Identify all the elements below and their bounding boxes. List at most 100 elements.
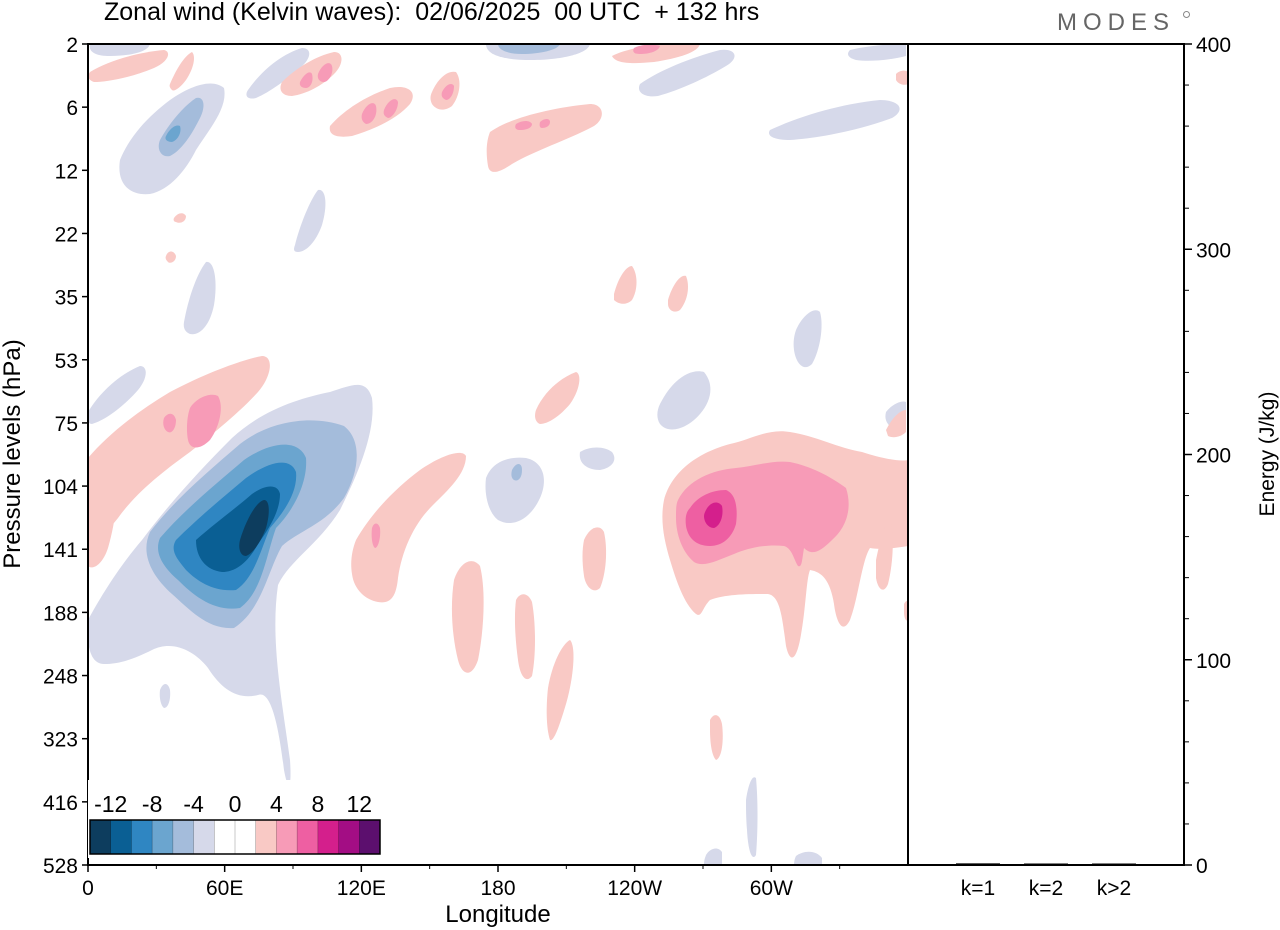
positive-anomalies xyxy=(88,44,908,760)
energy-bar xyxy=(956,863,1000,865)
colorbar-label: -4 xyxy=(183,791,204,817)
y-tick-label: 323 xyxy=(43,729,78,752)
energy-tick-label: 300 xyxy=(1196,239,1231,262)
contour-field xyxy=(88,44,908,865)
contour-pos-6-upper-b xyxy=(361,103,377,124)
contour-neg-r xyxy=(794,851,822,865)
energy-tick-label: 400 xyxy=(1196,34,1231,57)
energy-axis-label: Energy (J/kg) xyxy=(1256,392,1279,517)
contour-pos-4-upper-a xyxy=(486,104,602,172)
colorbar-swatch xyxy=(110,820,132,854)
y-tick-label: 141 xyxy=(43,539,78,562)
colorbar-swatch xyxy=(131,820,153,854)
x-tick-label: 60W xyxy=(750,877,793,900)
colorbar-label: -12 xyxy=(94,791,127,817)
y-axis-label: Pressure levels (hPa) xyxy=(0,339,26,568)
contour-pos-4-upper-e xyxy=(88,50,169,82)
contour-pos-4-upper-f xyxy=(169,52,194,91)
contour-pos-4-upper-k xyxy=(165,251,176,263)
contour-neg-j xyxy=(485,457,544,524)
contour-neg-d xyxy=(183,261,216,335)
energy-bars: k=1 k=2 k>2 xyxy=(956,863,1136,900)
contour-pos-6-120e xyxy=(371,523,381,548)
y-tick-label: 248 xyxy=(43,666,78,689)
contour-neg-upper-dot xyxy=(165,125,181,142)
contour-pos-6-upper-b2 xyxy=(383,99,398,118)
colorbar-label: 8 xyxy=(311,791,324,817)
energy-category-label: k=2 xyxy=(1029,877,1063,900)
colorbar-frame xyxy=(89,819,381,855)
contour-pos-4-d xyxy=(514,594,535,680)
y-tick-label: 6 xyxy=(66,97,78,120)
contour-pos-6-dot xyxy=(163,413,176,433)
contour-pos-4-i xyxy=(876,520,893,590)
colorbar-swatch xyxy=(90,820,112,854)
x-tick-label: 60E xyxy=(206,877,243,900)
energy-bar xyxy=(1024,863,1068,865)
y-tick-label: 188 xyxy=(43,602,78,625)
contour-pos-4-upper-j xyxy=(886,410,906,438)
energy-category-label: k>2 xyxy=(1097,877,1131,900)
y-tick-label: 53 xyxy=(55,350,78,373)
contour-neg-b xyxy=(246,48,310,99)
contour-pos-6-upper-c2 xyxy=(317,63,333,82)
longitude-axis: 0 60E 120E 180 120W 60W xyxy=(82,865,841,900)
contour-pos-4-upper-i xyxy=(668,275,688,312)
contour-pos-6-upper-g xyxy=(633,44,660,54)
contour-neg-j-core xyxy=(511,464,522,481)
contour-neg-14 xyxy=(239,500,269,556)
colorbar-swatch xyxy=(214,820,236,854)
contour-neg-k xyxy=(579,447,615,470)
contour-pos-4-west xyxy=(88,356,270,538)
contour-neg-g xyxy=(638,49,735,97)
colorbar-swatch xyxy=(338,820,360,854)
x-tick-label: 120E xyxy=(337,877,386,900)
contour-neg-o xyxy=(746,777,758,858)
contour-pos-4-g xyxy=(535,372,580,424)
contour-pos-6-west xyxy=(186,394,221,448)
contour-neg-m xyxy=(793,310,822,368)
contour-pos-6-upper-a xyxy=(515,121,532,130)
contour-pos-4-h xyxy=(710,715,723,760)
x-tick-label: 120W xyxy=(607,877,662,900)
energy-frame xyxy=(907,43,1185,866)
x-axis-label: Longitude xyxy=(445,901,550,928)
colorbar-swatch xyxy=(172,820,195,854)
colorbar-swatch xyxy=(276,820,298,854)
x-tick-label: 180 xyxy=(480,877,515,900)
colorbar-label: -8 xyxy=(142,791,162,817)
colorbar-swatch xyxy=(152,820,174,854)
contour-pos-10-90w xyxy=(704,502,723,528)
chart-title: Zonal wind (Kelvin waves): 02/06/2025 00… xyxy=(104,0,760,26)
contour-neg-q xyxy=(704,848,722,865)
y-tick-label: 2 xyxy=(66,34,78,57)
colorbar-label: 12 xyxy=(346,791,372,817)
contour-neg-i xyxy=(848,44,906,61)
colorbar-swatch xyxy=(297,820,319,854)
contour-pos-6-upper-a2 xyxy=(539,119,550,128)
colorbar: -12 -8 -4 0 4 8 12 xyxy=(88,780,382,858)
colorbar-swatch xyxy=(235,820,257,854)
colorbar-label: 0 xyxy=(229,791,242,817)
colorbar-swatch xyxy=(255,820,277,854)
negative-anomalies xyxy=(88,44,906,865)
energy-tick-label: 0 xyxy=(1196,855,1208,878)
contour-neg-p xyxy=(159,684,171,708)
y-tick-label: 12 xyxy=(55,160,78,183)
x-tick-label: 0 xyxy=(82,877,94,900)
colorbar-swatch xyxy=(359,820,381,854)
colorbar-swatch xyxy=(193,820,215,854)
trademark-icon xyxy=(1183,11,1190,18)
y-tick-label: 22 xyxy=(55,223,78,246)
contour-neg-a xyxy=(89,44,150,56)
contour-pos-4-120e xyxy=(351,452,466,603)
contour-neg-e xyxy=(88,366,146,424)
contour-pos-4-f xyxy=(582,527,607,591)
contour-neg-c xyxy=(294,189,326,252)
contour-pos-6-upper-d xyxy=(441,84,454,100)
y-tick-label: 104 xyxy=(43,476,78,499)
energy-category-label: k=1 xyxy=(961,877,995,900)
contour-pos-4-tail xyxy=(88,492,116,568)
contour-neg-l xyxy=(657,371,711,430)
